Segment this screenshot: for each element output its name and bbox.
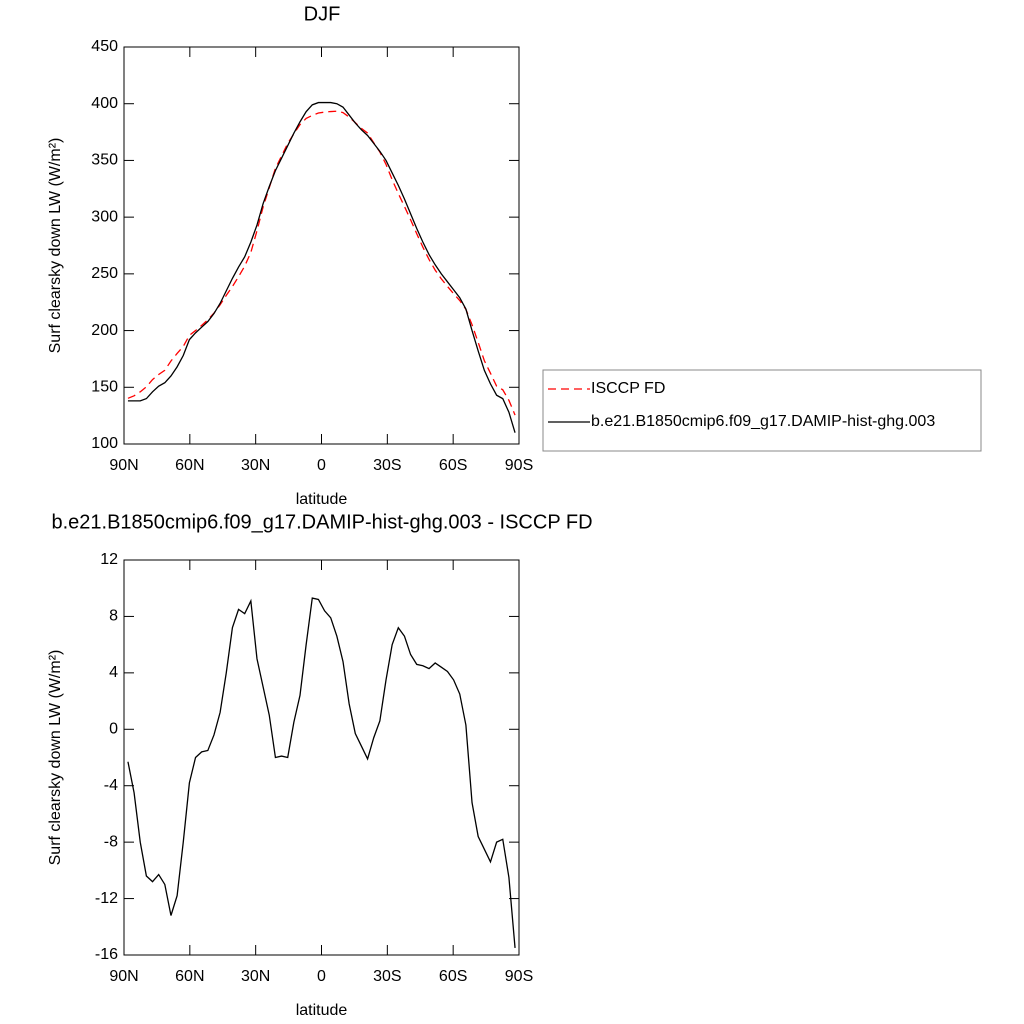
x-tick-label: 60S <box>439 968 467 985</box>
y-tick-label: -16 <box>95 946 118 963</box>
y-tick-label: -8 <box>104 833 118 850</box>
x-tick-label: 90S <box>505 968 533 985</box>
plot-frame <box>123 559 520 956</box>
y-tick-label: 4 <box>109 664 118 681</box>
x-tick-label: 90N <box>109 457 138 474</box>
line <box>127 110 516 416</box>
x-tick-label: 90N <box>109 968 138 985</box>
y-tick-label: -12 <box>95 890 118 907</box>
x-axis-label: latitude <box>296 1002 348 1019</box>
legend-label: ISCCP FD <box>591 380 665 397</box>
y-tick-label: 400 <box>91 95 118 112</box>
line <box>127 597 516 949</box>
y-axis-label: Surf clearsky down LW (W/m²) <box>47 138 64 354</box>
y-tick-label: 100 <box>91 435 118 452</box>
x-tick-label: 30N <box>241 457 270 474</box>
y-tick-label: 300 <box>91 208 118 225</box>
legend-box <box>542 369 982 452</box>
y-tick-label: 250 <box>91 265 118 282</box>
legend-label: b.e21.B1850cmip6.f09_g17.DAMIP-hist-ghg.… <box>591 413 935 430</box>
y-tick-label: 12 <box>100 551 118 568</box>
y-axis-label: Surf clearsky down LW (W/m²) <box>47 650 64 866</box>
y-tick-label: 8 <box>109 608 118 625</box>
x-tick-label: 30N <box>241 968 270 985</box>
y-tick-label: -4 <box>104 777 118 794</box>
y-tick-label: 200 <box>91 322 118 339</box>
x-tick-label: 30S <box>373 968 401 985</box>
x-tick-label: 60S <box>439 457 467 474</box>
line <box>127 101 516 433</box>
y-tick-label: 450 <box>91 38 118 55</box>
y-tick-label: 150 <box>91 379 118 396</box>
y-tick-label: 0 <box>109 721 118 738</box>
x-tick-label: 60N <box>175 968 204 985</box>
y-tick-label: 350 <box>91 152 118 169</box>
x-axis-label: latitude <box>296 491 348 508</box>
x-tick-label: 30S <box>373 457 401 474</box>
x-tick-label: 90S <box>505 457 533 474</box>
x-tick-label: 0 <box>317 457 326 474</box>
x-tick-label: 60N <box>175 457 204 474</box>
x-tick-label: 0 <box>317 968 326 985</box>
chart-title: DJF <box>304 3 341 25</box>
plot-frame <box>123 46 520 445</box>
chart-title: b.e21.B1850cmip6.f09_g17.DAMIP-hist-ghg.… <box>51 511 592 533</box>
